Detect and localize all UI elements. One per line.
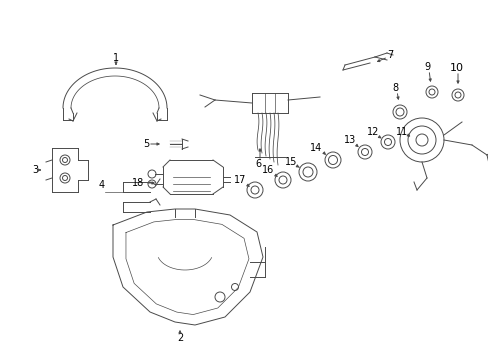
Text: 10: 10 [449,63,463,73]
Text: 7: 7 [386,50,392,60]
Text: 2: 2 [177,333,183,343]
Text: 12: 12 [366,127,378,137]
Text: 1: 1 [113,53,119,63]
Text: 14: 14 [309,143,322,153]
Text: 11: 11 [395,127,407,137]
Text: 5: 5 [142,139,149,149]
Text: 4: 4 [99,180,105,190]
Text: 6: 6 [254,159,261,169]
Text: 13: 13 [343,135,355,145]
Text: 15: 15 [284,157,297,167]
Text: 16: 16 [262,165,274,175]
Text: 9: 9 [423,62,429,72]
Text: 8: 8 [391,83,397,93]
Text: 18: 18 [132,178,144,188]
Text: 17: 17 [233,175,245,185]
Text: 3: 3 [32,165,38,175]
